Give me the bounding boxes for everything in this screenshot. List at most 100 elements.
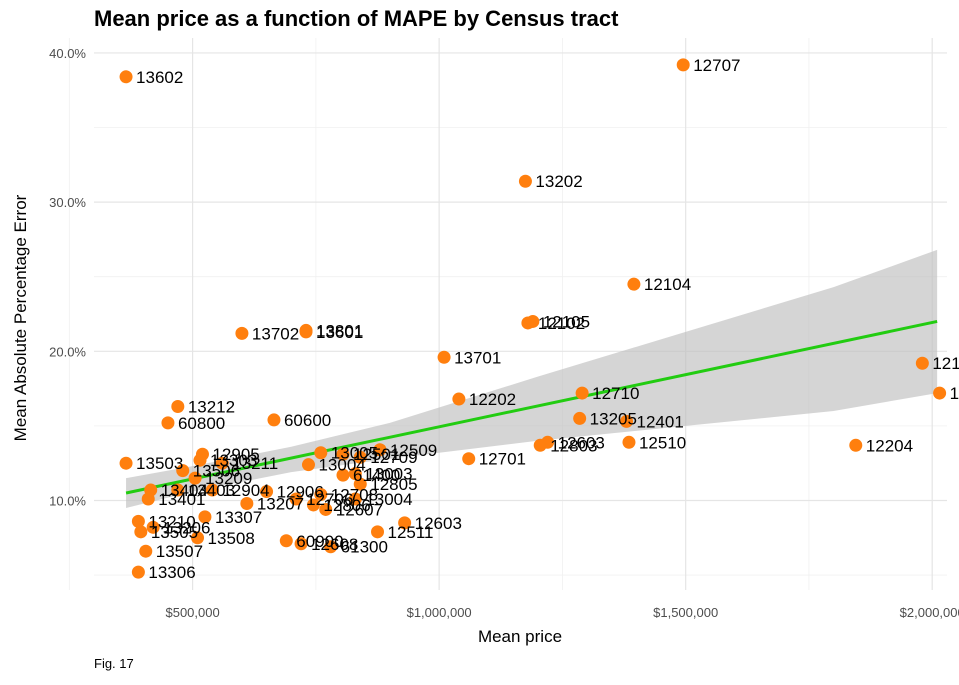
point-label: 12706 bbox=[306, 490, 353, 509]
point-label: 12103 bbox=[932, 354, 959, 373]
point-label: 12805 bbox=[370, 475, 417, 494]
y-tick-label: 10.0% bbox=[49, 493, 86, 508]
data-point bbox=[437, 350, 451, 364]
data-point bbox=[171, 483, 185, 497]
x-tick-label: $500,000 bbox=[165, 605, 219, 620]
data-point bbox=[573, 411, 587, 425]
data-point bbox=[575, 386, 589, 400]
data-point bbox=[620, 414, 634, 428]
point-label: 13602 bbox=[136, 68, 183, 87]
data-points bbox=[119, 58, 947, 579]
point-label: 12501 bbox=[353, 445, 400, 464]
data-point bbox=[319, 502, 333, 516]
data-point bbox=[627, 277, 641, 291]
data-point bbox=[348, 492, 362, 506]
point-label: 12806 bbox=[323, 496, 370, 515]
point-label: 13004 bbox=[318, 456, 365, 475]
data-point bbox=[119, 456, 133, 470]
data-point bbox=[176, 464, 190, 478]
point-label: 13005 bbox=[331, 444, 378, 463]
data-point bbox=[676, 58, 690, 72]
point-label: 13202 bbox=[535, 172, 582, 191]
data-point bbox=[131, 565, 145, 579]
figure-caption: Fig. 17 bbox=[94, 656, 134, 671]
point-label: 12202 bbox=[469, 390, 516, 409]
point-label: 12603 bbox=[415, 514, 462, 533]
y-tick-label: 20.0% bbox=[49, 344, 86, 359]
point-label: 13303 bbox=[210, 451, 257, 470]
data-point bbox=[161, 416, 175, 430]
point-label: 13401 bbox=[158, 490, 205, 509]
point-label: 13206 bbox=[163, 518, 210, 537]
y-tick-labels: 10.0% 20.0% 30.0% 40.0% bbox=[49, 46, 86, 509]
data-point bbox=[526, 314, 540, 328]
point-label: 12905 bbox=[212, 445, 259, 464]
point-label: 12904 bbox=[222, 481, 269, 500]
data-point bbox=[146, 520, 160, 534]
y-tick-label: 40.0% bbox=[49, 46, 86, 61]
point-label: 13506 bbox=[193, 462, 240, 481]
data-point bbox=[299, 325, 313, 339]
data-point bbox=[306, 498, 320, 512]
x-tick-labels: $500,000 $1,000,000 $1,500,000 $2,000,000 bbox=[165, 605, 959, 620]
data-point bbox=[462, 452, 476, 466]
data-point bbox=[205, 483, 219, 497]
point-label: 12709 bbox=[370, 448, 417, 467]
point-label: 12105 bbox=[543, 312, 590, 331]
data-point bbox=[849, 438, 863, 452]
data-point bbox=[188, 471, 202, 485]
point-label: 12509 bbox=[390, 441, 437, 460]
point-label: 60800 bbox=[178, 414, 225, 433]
data-point bbox=[193, 453, 207, 467]
point-label: 12401 bbox=[637, 412, 684, 431]
data-point bbox=[336, 447, 350, 461]
point-label: 13601 bbox=[316, 323, 363, 342]
point-label: 61400 bbox=[353, 466, 400, 485]
point-label: 12204 bbox=[866, 436, 913, 455]
point-label: 13701 bbox=[454, 348, 501, 367]
point-label: 12607 bbox=[336, 500, 383, 519]
grid-lines bbox=[68, 38, 947, 590]
point-label: 13207 bbox=[257, 494, 304, 513]
data-point bbox=[336, 468, 350, 482]
data-point bbox=[139, 544, 153, 558]
point-label: 60600 bbox=[284, 411, 331, 430]
data-point bbox=[134, 525, 148, 539]
data-point bbox=[518, 174, 532, 188]
data-point bbox=[198, 510, 212, 524]
point-label: 12104 bbox=[644, 275, 691, 294]
data-point bbox=[294, 537, 308, 551]
point-label: 60900 bbox=[296, 532, 343, 551]
data-point bbox=[119, 70, 133, 84]
confidence-band bbox=[126, 249, 938, 508]
trend-line bbox=[125, 319, 938, 495]
data-point bbox=[141, 492, 155, 506]
point-label: 12510 bbox=[639, 433, 686, 452]
data-point bbox=[240, 496, 254, 510]
point-label: 13209 bbox=[205, 469, 252, 488]
point-label: 13210 bbox=[148, 512, 195, 531]
point-label: 13211 bbox=[232, 454, 278, 473]
data-point bbox=[533, 438, 547, 452]
point-label: 13212 bbox=[188, 397, 235, 416]
point-label: 12803 bbox=[550, 436, 597, 455]
data-point bbox=[353, 477, 367, 491]
data-point bbox=[915, 356, 929, 370]
point-label: 13306 bbox=[148, 563, 195, 582]
point-label: 13503 bbox=[136, 454, 183, 473]
point-label: 12906 bbox=[277, 483, 324, 502]
data-point bbox=[622, 435, 636, 449]
point-label: 13003 bbox=[365, 465, 412, 484]
data-point bbox=[324, 540, 338, 554]
point-label: 13205 bbox=[590, 409, 637, 428]
point-label: 13508 bbox=[208, 529, 255, 548]
point-label: 13505 bbox=[151, 523, 198, 542]
chart-title: Mean price as a function of MAPE by Cens… bbox=[94, 6, 619, 31]
point-label: 12707 bbox=[693, 56, 740, 75]
point-label: 13307 bbox=[215, 508, 262, 527]
point-label: 13801 bbox=[316, 321, 363, 340]
data-point bbox=[279, 534, 293, 548]
y-tick-label: 30.0% bbox=[49, 195, 86, 210]
data-point bbox=[131, 514, 145, 528]
data-point bbox=[353, 450, 367, 464]
